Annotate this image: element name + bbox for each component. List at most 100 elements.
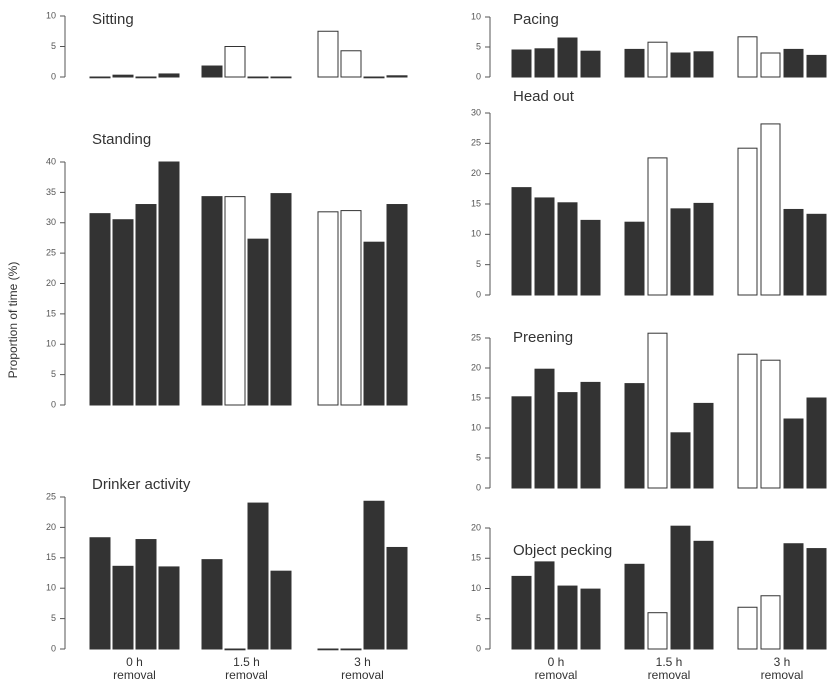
y-tick-label: 10 — [46, 583, 56, 593]
y-tick-label: 20 — [46, 278, 56, 288]
bar — [647, 612, 668, 650]
bar — [224, 46, 246, 78]
bar — [557, 202, 578, 296]
y-tick-label: 25 — [46, 248, 56, 258]
bar — [737, 36, 758, 78]
y-tick-label: 20 — [471, 168, 481, 178]
bar — [363, 500, 385, 650]
y-tick-label: 10 — [471, 11, 481, 21]
x-tick-label: 1.5 h — [233, 655, 260, 669]
bar — [737, 147, 758, 296]
bar — [806, 548, 827, 650]
bar — [693, 202, 714, 296]
x-tick-sublabel: removal — [113, 668, 156, 682]
bar — [647, 157, 668, 296]
bar — [112, 565, 134, 650]
bar — [647, 41, 668, 78]
bar — [89, 213, 111, 406]
bar — [511, 49, 532, 78]
x-tick-label: 0 h — [548, 655, 565, 669]
bar — [201, 559, 223, 650]
bar — [624, 221, 645, 296]
bar — [580, 588, 601, 650]
bar — [201, 196, 223, 406]
bar — [270, 76, 292, 79]
y-tick-label: 20 — [46, 522, 56, 532]
bar — [112, 74, 134, 78]
bar — [158, 566, 180, 650]
bar — [158, 161, 180, 406]
bar — [247, 238, 269, 406]
bar — [89, 537, 111, 650]
bar — [670, 525, 691, 650]
bar — [340, 210, 362, 406]
bar — [647, 332, 668, 489]
panel-title: Standing — [92, 131, 151, 148]
x-tick-sublabel: removal — [648, 668, 691, 682]
bar — [737, 353, 758, 489]
y-tick-label: 10 — [471, 229, 481, 239]
y-tick-label: 20 — [471, 362, 481, 372]
y-tick-label: 10 — [46, 339, 56, 349]
panel-title: Head out — [513, 88, 575, 105]
x-tick-sublabel: removal — [535, 668, 578, 682]
y-tick-label: 0 — [51, 71, 56, 81]
y-tick-label: 15 — [46, 308, 56, 318]
bar — [580, 50, 601, 78]
y-tick-label: 15 — [471, 198, 481, 208]
bar — [317, 30, 339, 78]
bar — [783, 418, 804, 489]
bar — [534, 561, 555, 650]
bar — [624, 383, 645, 489]
y-tick-label: 0 — [476, 643, 481, 653]
y-tick-label: 5 — [51, 41, 56, 51]
x-tick-sublabel: removal — [341, 668, 384, 682]
bar — [135, 76, 157, 79]
bar — [201, 65, 223, 78]
bar — [340, 648, 362, 651]
bar — [806, 54, 827, 78]
bar — [670, 432, 691, 489]
bar — [806, 397, 827, 489]
bar — [135, 204, 157, 406]
bar — [783, 48, 804, 78]
y-tick-label: 25 — [46, 491, 56, 501]
bar — [670, 208, 691, 296]
bar — [386, 204, 408, 406]
bar — [783, 208, 804, 296]
y-tick-label: 5 — [476, 452, 481, 462]
bar — [270, 193, 292, 406]
panel-title: Object pecking — [513, 542, 612, 559]
y-tick-label: 5 — [476, 41, 481, 51]
bar — [580, 381, 601, 489]
bar — [760, 595, 781, 650]
y-tick-label: 0 — [476, 289, 481, 299]
bar — [158, 73, 180, 78]
bar — [670, 52, 691, 78]
y-tick-label: 5 — [476, 259, 481, 269]
y-tick-label: 15 — [46, 552, 56, 562]
x-tick-label: 0 h — [126, 655, 143, 669]
bar — [580, 219, 601, 296]
bar — [534, 368, 555, 489]
bar — [557, 392, 578, 489]
bar — [270, 570, 292, 650]
bar — [760, 52, 781, 78]
y-tick-label: 5 — [51, 369, 56, 379]
bar — [557, 37, 578, 78]
panel-title: Sitting — [92, 11, 134, 28]
y-tick-label: 30 — [471, 107, 481, 117]
bar — [363, 76, 385, 79]
panel-title: Drinker activity — [92, 476, 191, 493]
bar — [760, 123, 781, 296]
y-tick-label: 15 — [471, 392, 481, 402]
bar — [363, 241, 385, 406]
bar — [534, 48, 555, 78]
y-tick-label: 0 — [476, 482, 481, 492]
x-tick-sublabel: removal — [761, 668, 804, 682]
bar — [511, 575, 532, 650]
bar — [557, 585, 578, 650]
bar — [224, 196, 246, 406]
y-tick-label: 25 — [471, 138, 481, 148]
y-tick-label: 0 — [51, 399, 56, 409]
